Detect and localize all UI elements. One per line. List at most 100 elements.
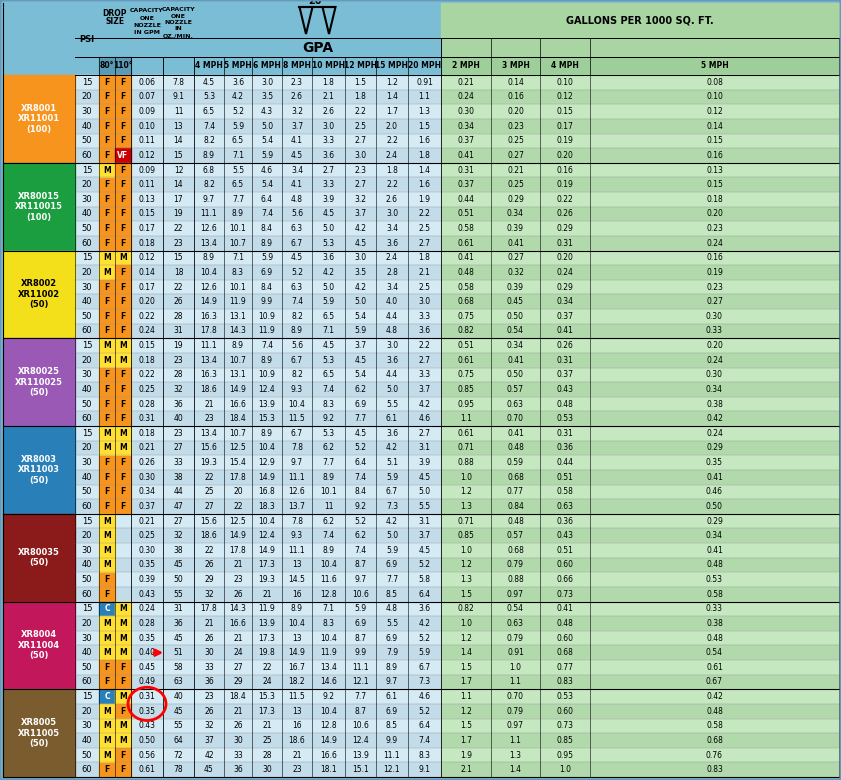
Text: 1.1: 1.1 — [510, 736, 521, 745]
Text: 22: 22 — [233, 502, 243, 511]
Text: 14.3: 14.3 — [230, 604, 246, 613]
Text: 0.26: 0.26 — [139, 458, 156, 467]
Text: 2.6: 2.6 — [322, 107, 335, 116]
Text: M: M — [103, 356, 111, 365]
Text: 3.3: 3.3 — [419, 370, 431, 379]
Text: F: F — [120, 282, 125, 292]
Text: 0.48: 0.48 — [706, 633, 723, 643]
Text: 6.2: 6.2 — [355, 531, 367, 541]
Text: 19: 19 — [174, 210, 183, 218]
Text: 31: 31 — [174, 327, 183, 335]
Text: 11.9: 11.9 — [259, 327, 275, 335]
Text: 2.7: 2.7 — [355, 136, 367, 145]
Text: 9.3: 9.3 — [291, 385, 303, 394]
Text: 20: 20 — [233, 488, 243, 496]
Text: F: F — [120, 312, 125, 321]
Text: 0.44: 0.44 — [557, 458, 574, 467]
Text: 20: 20 — [82, 531, 93, 541]
Text: 8.3: 8.3 — [322, 399, 335, 409]
Text: 6.4: 6.4 — [261, 195, 273, 204]
Text: F: F — [120, 385, 125, 394]
Text: 1.0: 1.0 — [460, 473, 472, 482]
Text: 50: 50 — [82, 136, 93, 145]
Text: 4 MPH: 4 MPH — [195, 62, 223, 70]
Text: 5.9: 5.9 — [232, 122, 244, 131]
Text: 0.19: 0.19 — [557, 136, 574, 145]
Text: F: F — [104, 473, 109, 482]
Text: 2.1: 2.1 — [419, 268, 431, 277]
Text: 6.8: 6.8 — [203, 165, 215, 175]
Text: 5.0: 5.0 — [322, 224, 335, 233]
Text: 13.9: 13.9 — [352, 750, 369, 760]
Text: F: F — [104, 224, 109, 233]
Text: 0.91: 0.91 — [507, 648, 524, 658]
Text: 10 MPH: 10 MPH — [312, 62, 345, 70]
Text: 4.2: 4.2 — [386, 516, 398, 526]
Text: 40: 40 — [82, 736, 93, 745]
Text: 1.3: 1.3 — [460, 575, 472, 584]
Text: 3.3: 3.3 — [322, 136, 335, 145]
Text: F: F — [104, 282, 109, 292]
Text: F: F — [104, 590, 109, 599]
Text: 0.82: 0.82 — [458, 604, 474, 613]
Text: 0.63: 0.63 — [507, 619, 524, 628]
Text: 30: 30 — [82, 370, 93, 379]
Text: 1.6: 1.6 — [419, 136, 431, 145]
Text: 0.71: 0.71 — [458, 444, 474, 452]
Text: 5.4: 5.4 — [354, 312, 367, 321]
Text: 3.9: 3.9 — [322, 195, 335, 204]
Text: 30: 30 — [82, 633, 93, 643]
Text: 1.0: 1.0 — [460, 546, 472, 555]
Text: F: F — [120, 370, 125, 379]
Text: 8.9: 8.9 — [291, 604, 303, 613]
Text: 0.31: 0.31 — [557, 356, 574, 365]
Text: 1.9: 1.9 — [419, 195, 431, 204]
Text: F: F — [120, 765, 125, 775]
Text: 11.1: 11.1 — [201, 341, 217, 350]
Text: 0.51: 0.51 — [458, 210, 474, 218]
Text: 5.3: 5.3 — [322, 239, 335, 248]
Text: 16.3: 16.3 — [200, 312, 218, 321]
Text: 27: 27 — [204, 502, 214, 511]
Text: F: F — [104, 399, 109, 409]
Text: 26: 26 — [233, 722, 243, 730]
Text: 0.41: 0.41 — [706, 546, 723, 555]
Text: 7.7: 7.7 — [322, 458, 335, 467]
Text: 0.51: 0.51 — [557, 546, 574, 555]
Text: 4.2: 4.2 — [232, 93, 244, 101]
Text: 0.30: 0.30 — [458, 107, 474, 116]
Text: 3.5: 3.5 — [261, 93, 273, 101]
Text: 0.43: 0.43 — [139, 590, 156, 599]
Text: XR8004
XR11004
(50): XR8004 XR11004 (50) — [18, 630, 60, 661]
Text: ONE: ONE — [171, 13, 186, 19]
Text: 4.5: 4.5 — [203, 78, 215, 87]
Text: 0.54: 0.54 — [507, 327, 524, 335]
Text: 0.75: 0.75 — [458, 312, 474, 321]
Text: 0.30: 0.30 — [139, 473, 156, 482]
Text: M: M — [103, 619, 111, 628]
Text: 0.95: 0.95 — [458, 399, 474, 409]
Text: M: M — [119, 356, 127, 365]
Text: F: F — [120, 458, 125, 467]
Text: 0.41: 0.41 — [458, 254, 474, 262]
Text: 0.21: 0.21 — [139, 444, 156, 452]
Text: 0.43: 0.43 — [557, 531, 574, 541]
Text: 10.1: 10.1 — [230, 282, 246, 292]
Text: 5.9: 5.9 — [322, 297, 335, 307]
Text: 8.9: 8.9 — [261, 239, 273, 248]
Text: 18.6: 18.6 — [201, 531, 217, 541]
Text: M: M — [119, 736, 127, 745]
Text: 0.50: 0.50 — [507, 312, 524, 321]
Text: 45: 45 — [173, 707, 183, 716]
Text: 8.2: 8.2 — [203, 136, 215, 145]
Text: 0.13: 0.13 — [706, 165, 723, 175]
Text: 17.8: 17.8 — [201, 604, 217, 613]
Text: 40: 40 — [82, 122, 93, 131]
Text: F: F — [104, 385, 109, 394]
Text: 15.6: 15.6 — [200, 444, 218, 452]
Text: 38: 38 — [174, 546, 183, 555]
Text: 4.5: 4.5 — [291, 151, 303, 160]
Text: 0.22: 0.22 — [557, 195, 574, 204]
Text: 23: 23 — [233, 575, 243, 584]
Text: 0.24: 0.24 — [139, 327, 156, 335]
